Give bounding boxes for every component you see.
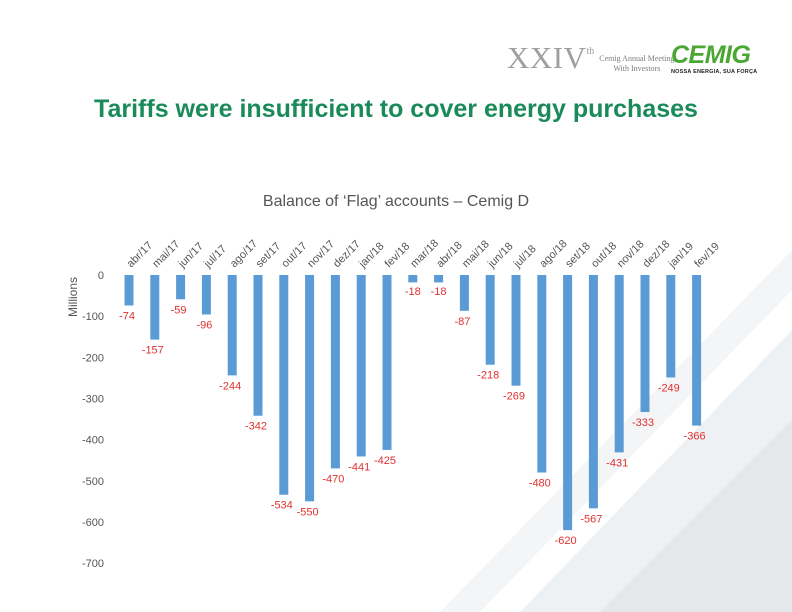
bar <box>382 275 392 450</box>
category-label: abr/17 <box>125 240 156 271</box>
bar <box>305 275 315 502</box>
data-label: -218 <box>477 370 499 382</box>
data-label: -244 <box>219 380 241 392</box>
bar <box>124 275 134 306</box>
data-label: -96 <box>196 320 212 332</box>
roman-numeral-suffix: th <box>586 46 595 57</box>
category-label: fev/19 <box>692 240 722 270</box>
data-label: -59 <box>171 304 187 316</box>
y-tick-label: -600 <box>82 517 104 529</box>
bar <box>640 275 650 413</box>
data-label: -550 <box>297 506 319 518</box>
y-tick-label: -700 <box>82 558 104 570</box>
category-label: dez/18 <box>641 238 673 270</box>
bar <box>614 275 624 453</box>
bar <box>588 275 598 509</box>
event-line-2: With Investors <box>613 64 661 73</box>
cemig-logo: CEMIG NOSSA ENERGIA, SUA FORÇA <box>671 42 763 75</box>
data-label: -249 <box>658 382 680 394</box>
bar <box>459 275 469 311</box>
event-line-1: Cemig Annual Meeting <box>599 54 675 63</box>
event-header: XXIV th Cemig Annual Meeting With Invest… <box>507 40 674 80</box>
bar <box>434 275 444 283</box>
data-label: -480 <box>529 478 551 490</box>
category-label: jul/17 <box>201 243 229 271</box>
category-label: out/17 <box>279 240 309 270</box>
data-label: -470 <box>322 473 344 485</box>
data-label: -18 <box>405 286 421 298</box>
slide-title: Tariffs were insufficient to cover energ… <box>94 95 698 123</box>
category-label: jul/18 <box>511 243 539 271</box>
logo-wordmark: CEMIG <box>671 41 751 69</box>
bar <box>692 275 702 426</box>
data-label: -620 <box>555 535 577 547</box>
data-label: -441 <box>348 461 370 473</box>
bar <box>150 275 160 340</box>
bar <box>330 275 340 469</box>
data-label: -567 <box>580 513 602 525</box>
y-tick-label: -500 <box>82 476 104 488</box>
bar <box>253 275 263 416</box>
data-label: -366 <box>684 431 706 443</box>
data-label: -87 <box>454 316 470 328</box>
bar <box>511 275 521 386</box>
data-label: -18 <box>431 286 447 298</box>
y-axis-title: Millions <box>66 277 80 317</box>
category-label: ago/17 <box>228 238 260 270</box>
bar <box>563 275 573 531</box>
category-label: dez/17 <box>331 238 363 270</box>
y-tick-label: -300 <box>82 393 104 405</box>
y-tick-label: -200 <box>82 352 104 364</box>
bar <box>356 275 366 457</box>
bar <box>537 275 547 473</box>
data-label: -342 <box>245 421 267 433</box>
data-label: -333 <box>632 417 654 429</box>
bar <box>408 275 418 283</box>
category-label: mai/18 <box>460 238 492 270</box>
category-label: mai/17 <box>150 238 182 270</box>
category-label: ago/18 <box>537 238 569 270</box>
bar <box>227 275 237 376</box>
category-label: out/18 <box>589 240 619 270</box>
y-tick-label: -100 <box>82 311 104 323</box>
bar <box>279 275 289 495</box>
roman-numeral: XXIV <box>507 40 587 75</box>
chart-title: Balance of ‘Flag’ accounts – Cemig D <box>262 193 530 210</box>
category-label: nov/18 <box>615 238 647 270</box>
y-tick-label: 0 <box>98 270 104 282</box>
data-label: -425 <box>374 455 396 467</box>
bar <box>201 275 211 315</box>
data-label: -74 <box>119 310 135 322</box>
bar <box>485 275 495 365</box>
category-label: fev/18 <box>383 240 413 270</box>
data-label: -157 <box>142 345 164 357</box>
category-label: mar/18 <box>408 237 441 270</box>
data-label: -534 <box>271 500 293 512</box>
bar <box>176 275 186 300</box>
bar <box>666 275 676 378</box>
data-label: -431 <box>606 457 628 469</box>
data-label: -269 <box>503 391 525 403</box>
event-name: Cemig Annual Meeting With Investors <box>599 54 674 74</box>
y-tick-label: -400 <box>82 435 104 447</box>
logo-tagline: NOSSA ENERGIA, SUA FORÇA <box>671 69 758 75</box>
category-label: nov/17 <box>305 238 337 270</box>
